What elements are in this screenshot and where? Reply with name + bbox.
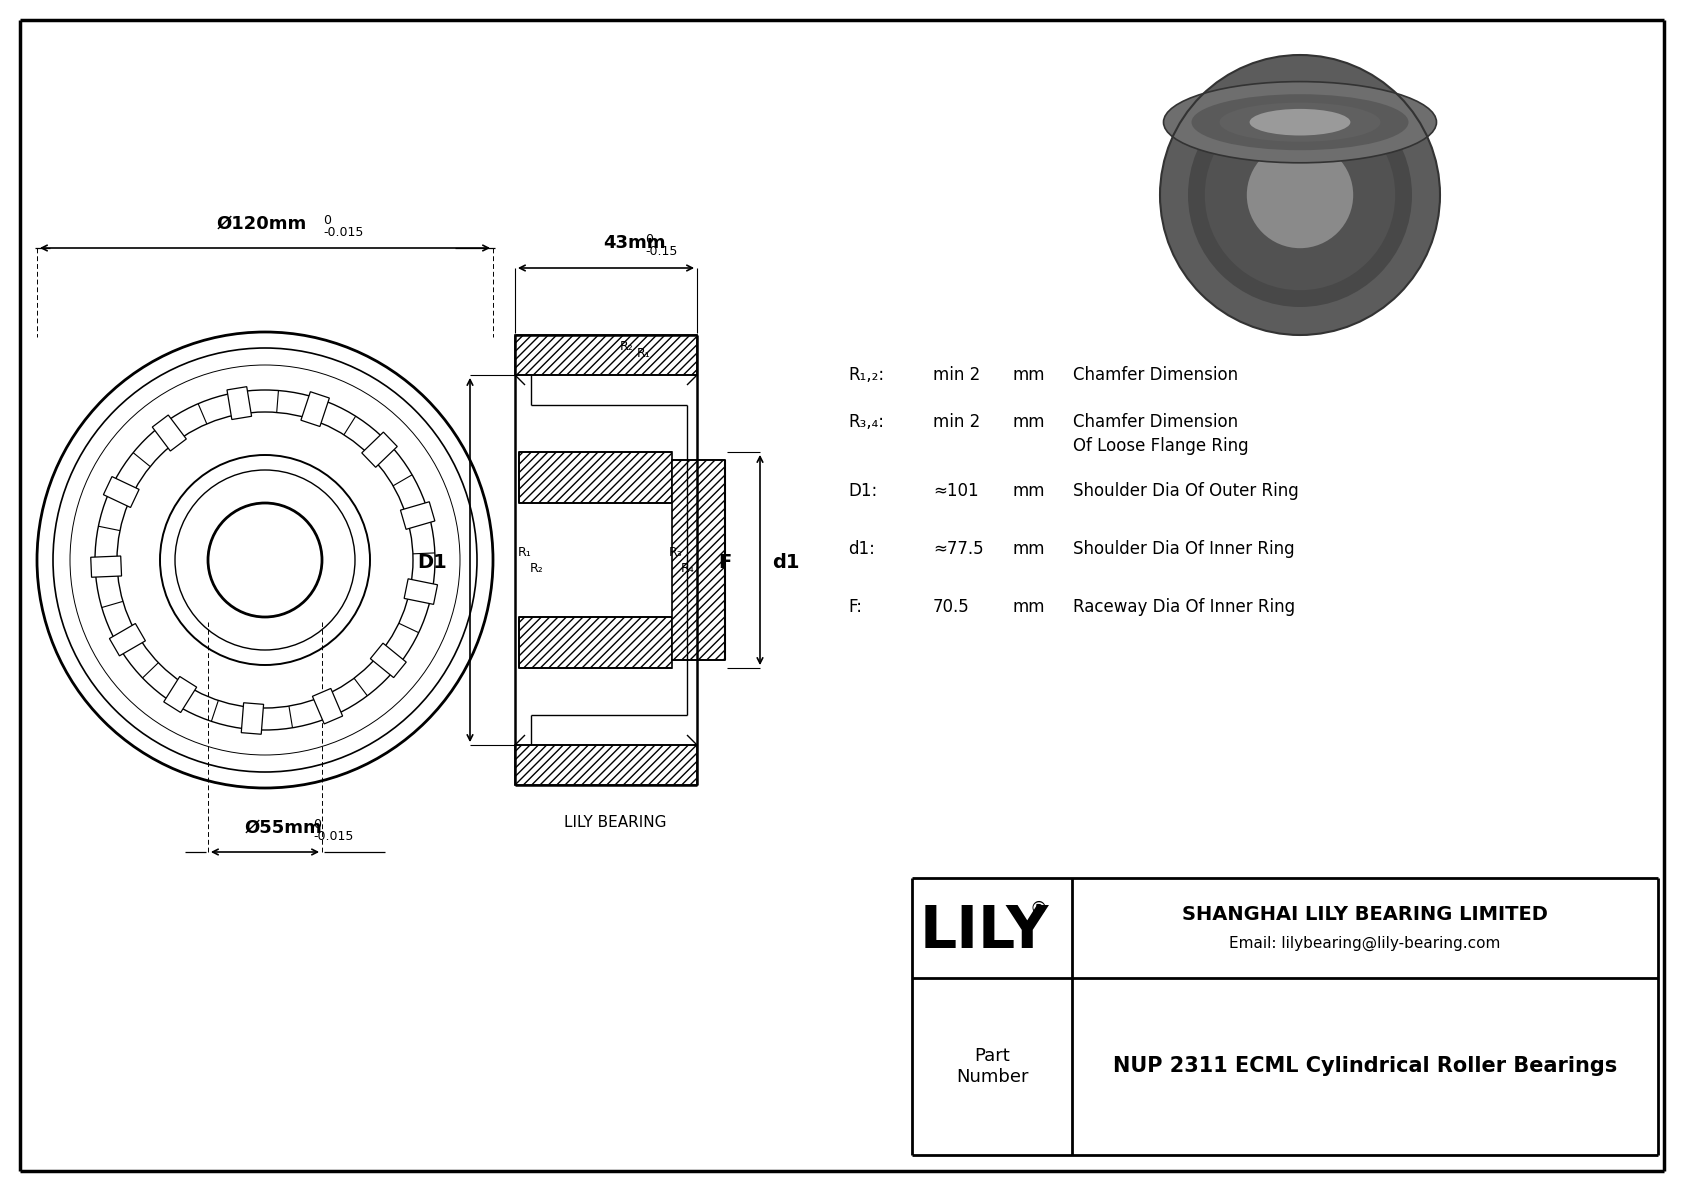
Bar <box>515 746 697 785</box>
Text: R₁: R₁ <box>637 347 650 360</box>
Text: R₁,₂:: R₁,₂: <box>849 366 884 384</box>
Text: R₄: R₄ <box>680 562 695 575</box>
Text: 0: 0 <box>645 233 653 247</box>
Text: 0: 0 <box>323 214 332 227</box>
Polygon shape <box>227 387 251 419</box>
Polygon shape <box>241 703 264 734</box>
Ellipse shape <box>1164 82 1436 163</box>
Text: mm: mm <box>1014 598 1046 616</box>
Text: D1: D1 <box>418 554 446 573</box>
Text: R₃: R₃ <box>669 545 682 559</box>
Bar <box>515 335 697 375</box>
Polygon shape <box>163 676 197 712</box>
Polygon shape <box>301 392 330 426</box>
Text: R₂: R₂ <box>620 339 633 353</box>
Text: R₂: R₂ <box>530 562 544 575</box>
Text: -0.015: -0.015 <box>313 830 354 843</box>
Text: R₁: R₁ <box>519 545 532 559</box>
Text: Chamfer Dimension: Chamfer Dimension <box>1073 366 1238 384</box>
Text: NUP 2311 ECML Cylindrical Roller Bearings: NUP 2311 ECML Cylindrical Roller Bearing… <box>1113 1056 1617 1077</box>
Ellipse shape <box>1250 108 1351 136</box>
Text: F: F <box>719 554 733 573</box>
Bar <box>672 460 726 660</box>
Circle shape <box>1246 142 1354 248</box>
Text: F:: F: <box>849 598 862 616</box>
Text: mm: mm <box>1014 482 1046 500</box>
Text: LILY BEARING: LILY BEARING <box>564 815 667 830</box>
Text: -0.15: -0.15 <box>645 245 677 258</box>
Polygon shape <box>370 643 406 678</box>
Text: d1:: d1: <box>849 540 876 559</box>
Text: ≈101: ≈101 <box>933 482 978 500</box>
Text: 43mm: 43mm <box>603 233 665 252</box>
Text: mm: mm <box>1014 413 1046 431</box>
Text: min 2: min 2 <box>933 366 980 384</box>
Text: LILY: LILY <box>919 903 1049 960</box>
Polygon shape <box>404 579 438 604</box>
Polygon shape <box>401 501 434 529</box>
Text: 0: 0 <box>313 818 322 831</box>
Ellipse shape <box>1192 94 1408 150</box>
Text: d1: d1 <box>771 554 800 573</box>
Circle shape <box>1187 83 1411 307</box>
Text: ≈77.5: ≈77.5 <box>933 540 983 559</box>
Text: mm: mm <box>1014 366 1046 384</box>
Circle shape <box>1204 100 1396 291</box>
Text: Shoulder Dia Of Outer Ring: Shoulder Dia Of Outer Ring <box>1073 482 1298 500</box>
Text: Of Loose Flange Ring: Of Loose Flange Ring <box>1073 437 1248 455</box>
Text: D1:: D1: <box>849 482 877 500</box>
Text: Email: lilybearing@lily-bearing.com: Email: lilybearing@lily-bearing.com <box>1229 935 1500 950</box>
Polygon shape <box>313 688 342 724</box>
Polygon shape <box>91 556 121 578</box>
Polygon shape <box>103 476 140 507</box>
Text: -0.015: -0.015 <box>323 226 364 239</box>
Circle shape <box>1160 55 1440 335</box>
Ellipse shape <box>1219 102 1381 142</box>
Text: min 2: min 2 <box>933 413 980 431</box>
Text: Shoulder Dia Of Inner Ring: Shoulder Dia Of Inner Ring <box>1073 540 1295 559</box>
Text: 70.5: 70.5 <box>933 598 970 616</box>
Text: R₃,₄:: R₃,₄: <box>849 413 884 431</box>
Text: ®: ® <box>1031 900 1047 918</box>
Text: Raceway Dia Of Inner Ring: Raceway Dia Of Inner Ring <box>1073 598 1295 616</box>
Bar <box>519 617 672 668</box>
Text: Part
Number: Part Number <box>957 1047 1029 1086</box>
Polygon shape <box>152 414 187 451</box>
Bar <box>519 453 672 503</box>
Polygon shape <box>109 624 145 656</box>
Text: Chamfer Dimension: Chamfer Dimension <box>1073 413 1238 431</box>
Polygon shape <box>362 432 397 467</box>
Text: Ø120mm: Ø120mm <box>217 216 306 233</box>
Text: Ø55mm: Ø55mm <box>244 819 323 837</box>
Text: SHANGHAI LILY BEARING LIMITED: SHANGHAI LILY BEARING LIMITED <box>1182 905 1548 924</box>
Text: mm: mm <box>1014 540 1046 559</box>
